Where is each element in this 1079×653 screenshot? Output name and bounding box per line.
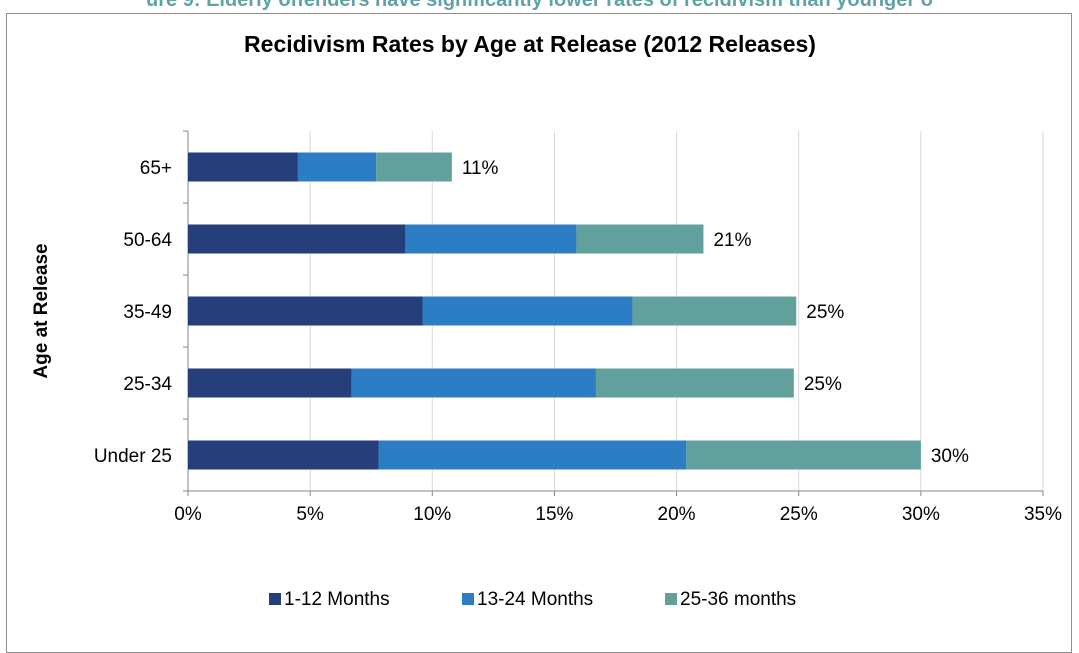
bar-13-24-months-65- bbox=[297, 152, 377, 182]
legend: 1-12 Months 13-24 Months 25-36 months bbox=[269, 589, 796, 610]
chart-svg: Recidivism Rates by Age at Release (2012… bbox=[31, 31, 1062, 610]
y-axis-title: Age at Release bbox=[31, 243, 52, 378]
axes bbox=[183, 130, 1044, 496]
bar-25-36-months-35-49 bbox=[632, 296, 797, 326]
chart-title: Recidivism Rates by Age at Release (2012… bbox=[244, 31, 816, 57]
total-data-label: 21% bbox=[713, 230, 751, 251]
total-data-label: 30% bbox=[931, 446, 969, 467]
bar-13-24-months-50-64 bbox=[405, 224, 577, 254]
bar-13-24-months-25-34 bbox=[351, 368, 596, 398]
x-tick-label: 10% bbox=[413, 504, 451, 525]
x-tick-label: 0% bbox=[174, 504, 202, 525]
bar-1-12-months-under-25 bbox=[188, 440, 379, 470]
legend-label: 25-36 months bbox=[680, 589, 796, 610]
x-tick-label: 30% bbox=[902, 504, 940, 525]
gridlines bbox=[309, 131, 1044, 491]
total-data-label: 25% bbox=[806, 302, 844, 323]
y-category-label: 50-64 bbox=[123, 230, 172, 251]
x-tick-label: 15% bbox=[535, 504, 573, 525]
y-category-label: 25-34 bbox=[123, 374, 172, 395]
legend-swatch bbox=[462, 593, 474, 605]
bar-1-12-months-65- bbox=[188, 152, 298, 182]
bar-25-36-months-50-64 bbox=[576, 224, 704, 254]
data-labels: 0% 5% 10% 15% 20% 25% 30% 35% 65+ 11% 50-64 21% 35-4… bbox=[94, 158, 1062, 525]
x-tick-label: 35% bbox=[1024, 504, 1062, 525]
legend-label: 13-24 Months bbox=[477, 589, 593, 610]
bar-25-36-months-25-34 bbox=[595, 368, 794, 398]
bar-13-24-months-35-49 bbox=[422, 296, 633, 326]
bar-1-12-months-25-34 bbox=[188, 368, 352, 398]
bar-13-24-months-under-25 bbox=[378, 440, 687, 470]
bars bbox=[188, 152, 921, 470]
chart-area: Recidivism Rates by Age at Release (2012… bbox=[6, 13, 1072, 653]
x-tick-label: 25% bbox=[780, 504, 818, 525]
figure-caption: ure 9: Elderly offenders have significan… bbox=[146, 0, 933, 11]
x-tick-label: 20% bbox=[658, 504, 696, 525]
total-data-label: 25% bbox=[804, 374, 842, 395]
legend-label: 1-12 Months bbox=[284, 589, 390, 610]
bar-1-12-months-35-49 bbox=[188, 296, 423, 326]
bar-1-12-months-50-64 bbox=[188, 224, 406, 254]
bar-25-36-months-65- bbox=[376, 152, 452, 182]
x-tick-label: 5% bbox=[296, 504, 324, 525]
legend-swatch bbox=[269, 593, 281, 605]
legend-swatch bbox=[665, 593, 677, 605]
y-category-label: Under 25 bbox=[94, 446, 172, 467]
total-data-label: 11% bbox=[462, 158, 499, 179]
y-category-label: 65+ bbox=[140, 158, 172, 179]
bar-25-36-months-under-25 bbox=[686, 440, 921, 470]
y-category-label: 35-49 bbox=[123, 302, 172, 323]
